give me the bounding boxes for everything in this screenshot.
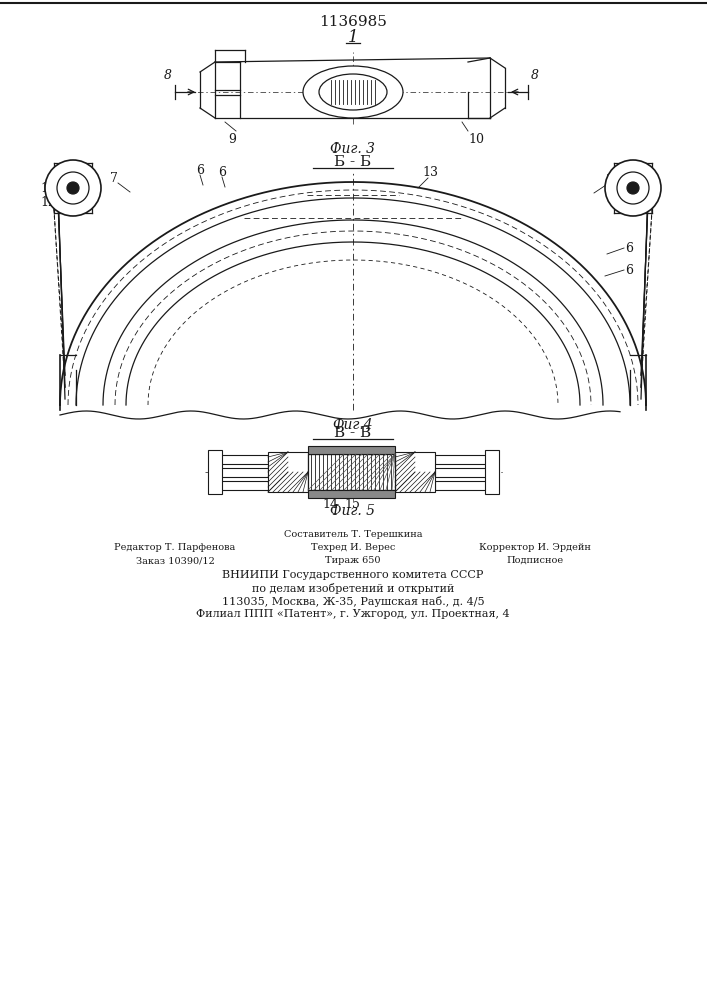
Bar: [485, 450, 499, 494]
Bar: [435, 468, 490, 477]
Text: 6: 6: [625, 263, 633, 276]
Text: 1: 1: [348, 28, 358, 45]
Circle shape: [45, 160, 101, 216]
Text: Корректор И. Эрдейн: Корректор И. Эрдейн: [479, 543, 591, 552]
Circle shape: [57, 172, 89, 204]
Text: 8: 8: [164, 69, 172, 82]
Text: 7: 7: [110, 172, 118, 186]
Text: 13: 13: [422, 166, 438, 180]
Bar: [213, 468, 268, 477]
Text: Подписное: Подписное: [506, 556, 563, 565]
Circle shape: [617, 172, 649, 204]
Text: Тираж 650: Тираж 650: [325, 556, 381, 565]
Text: Составитель Т. Терешкина: Составитель Т. Терешкина: [284, 530, 422, 539]
Bar: [308, 446, 395, 454]
Text: 6: 6: [625, 241, 633, 254]
Text: 15: 15: [344, 498, 360, 511]
Text: ВНИИПИ Государственного комитета СССР: ВНИИПИ Государственного комитета СССР: [222, 570, 484, 580]
Text: Редактор Т. Парфенова: Редактор Т. Парфенова: [115, 543, 235, 552]
Ellipse shape: [303, 66, 403, 118]
Text: 6: 6: [196, 163, 204, 176]
Bar: [213, 481, 268, 489]
Text: 113035, Москва, Ж-35, Раушская наб., д. 4/5: 113035, Москва, Ж-35, Раушская наб., д. …: [222, 596, 484, 607]
Circle shape: [67, 182, 79, 194]
Text: Фиг. 5: Фиг. 5: [330, 504, 375, 518]
Text: Фиг. 3: Фиг. 3: [330, 142, 375, 156]
Bar: [213, 454, 268, 464]
Bar: [435, 454, 490, 464]
Bar: [395, 452, 435, 492]
Text: Фиг.4: Фиг.4: [333, 418, 373, 432]
Bar: [208, 450, 222, 494]
Text: 8: 8: [531, 69, 539, 82]
Bar: [308, 490, 395, 498]
Text: 10: 10: [468, 133, 484, 146]
Text: Техред И. Верес: Техред И. Верес: [311, 543, 395, 552]
Text: 9: 9: [228, 133, 236, 146]
Bar: [308, 454, 395, 490]
Text: Заказ 10390/12: Заказ 10390/12: [136, 556, 214, 565]
Text: В - В: В - В: [334, 426, 372, 440]
Text: 1136985: 1136985: [319, 15, 387, 29]
Text: 12: 12: [40, 182, 56, 194]
Text: Б - Б: Б - Б: [334, 155, 372, 169]
Circle shape: [605, 160, 661, 216]
Text: Филиал ППП «Патент», г. Ужгород, ул. Проектная, 4: Филиал ППП «Патент», г. Ужгород, ул. Про…: [196, 609, 510, 619]
Text: 14: 14: [322, 498, 338, 511]
Text: по делам изобретений и открытий: по делам изобретений и открытий: [252, 583, 454, 594]
Bar: [268, 452, 308, 492]
Text: 12: 12: [40, 196, 56, 210]
Circle shape: [627, 182, 639, 194]
Text: 6: 6: [218, 165, 226, 178]
Text: 5: 5: [606, 174, 614, 186]
Ellipse shape: [319, 74, 387, 110]
Bar: [435, 481, 490, 489]
